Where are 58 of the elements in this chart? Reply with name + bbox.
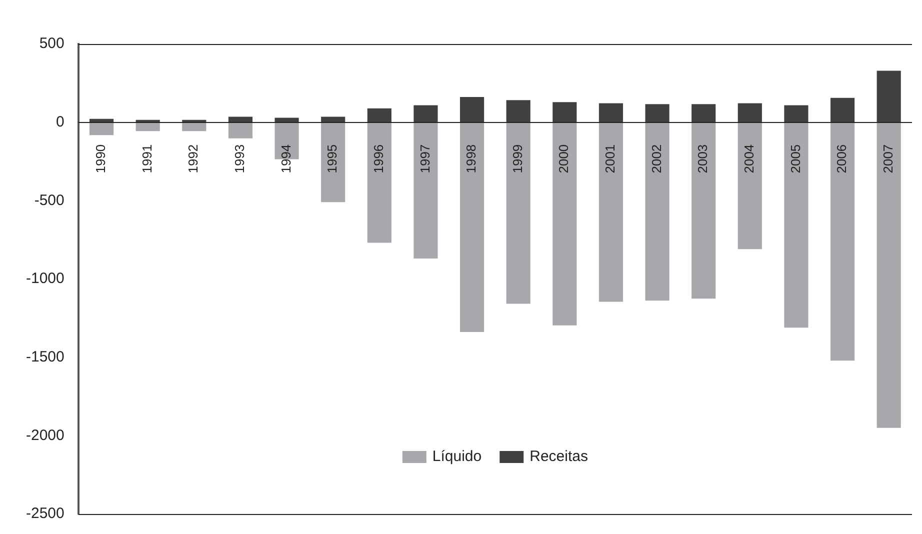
bar [89,122,114,136]
bar [228,122,252,138]
y-tick-label: -2000 [26,426,64,444]
y-tick-label: 500 [39,35,64,52]
bar [414,105,438,122]
x-tick-label: 2007 [880,144,896,174]
bar [784,105,808,122]
x-tick-label: 2003 [695,144,710,174]
x-tick-label: 1990 [93,144,108,174]
bar [784,122,808,328]
legend-label: Receitas [530,448,588,466]
x-tick-label: 1991 [139,144,154,174]
x-tick-label: 1999 [510,144,525,174]
bar [414,122,438,258]
bar [876,70,901,122]
bar [136,122,160,132]
bar [645,104,670,122]
x-tick-label: 1998 [464,144,479,174]
bar [598,103,624,122]
x-tick-label: 1996 [370,144,386,174]
bar [830,122,855,361]
bar [738,122,762,250]
bar [367,108,392,122]
bar [552,102,577,122]
x-tick-label: 2002 [648,144,664,174]
bar [552,122,577,326]
x-tick-label: 2005 [788,144,803,174]
y-tick-label: -1000 [26,270,64,288]
y-tick-label: -500 [34,192,64,209]
bar [321,122,346,202]
bar [182,122,206,132]
bar [321,116,346,122]
legend-label: Líquido [432,448,482,466]
y-tick-label: -1500 [26,348,64,366]
bar [228,116,252,122]
x-tick-label: 1994 [278,144,294,174]
y-tick-label: 0 [56,113,64,130]
x-tick-label: 1993 [232,144,248,174]
bar [692,104,716,122]
x-tick-label: 2004 [741,144,756,174]
bar [506,100,530,122]
bar [830,98,855,122]
x-tick-label: 2001 [602,144,618,174]
bar [460,122,484,332]
bar [598,122,624,302]
bar [692,122,716,299]
x-tick-label: 1992 [186,144,201,174]
x-tick-label: 2006 [834,144,850,174]
bar [738,103,762,122]
x-tick-label: 2000 [556,144,572,174]
bar [506,122,530,304]
bar [367,122,392,243]
bar [460,96,484,122]
y-tick-label: -2500 [26,505,64,522]
x-tick-label: 1997 [417,144,432,174]
bar [876,122,901,428]
bar [645,122,670,301]
x-tick-label: 1995 [324,144,340,174]
